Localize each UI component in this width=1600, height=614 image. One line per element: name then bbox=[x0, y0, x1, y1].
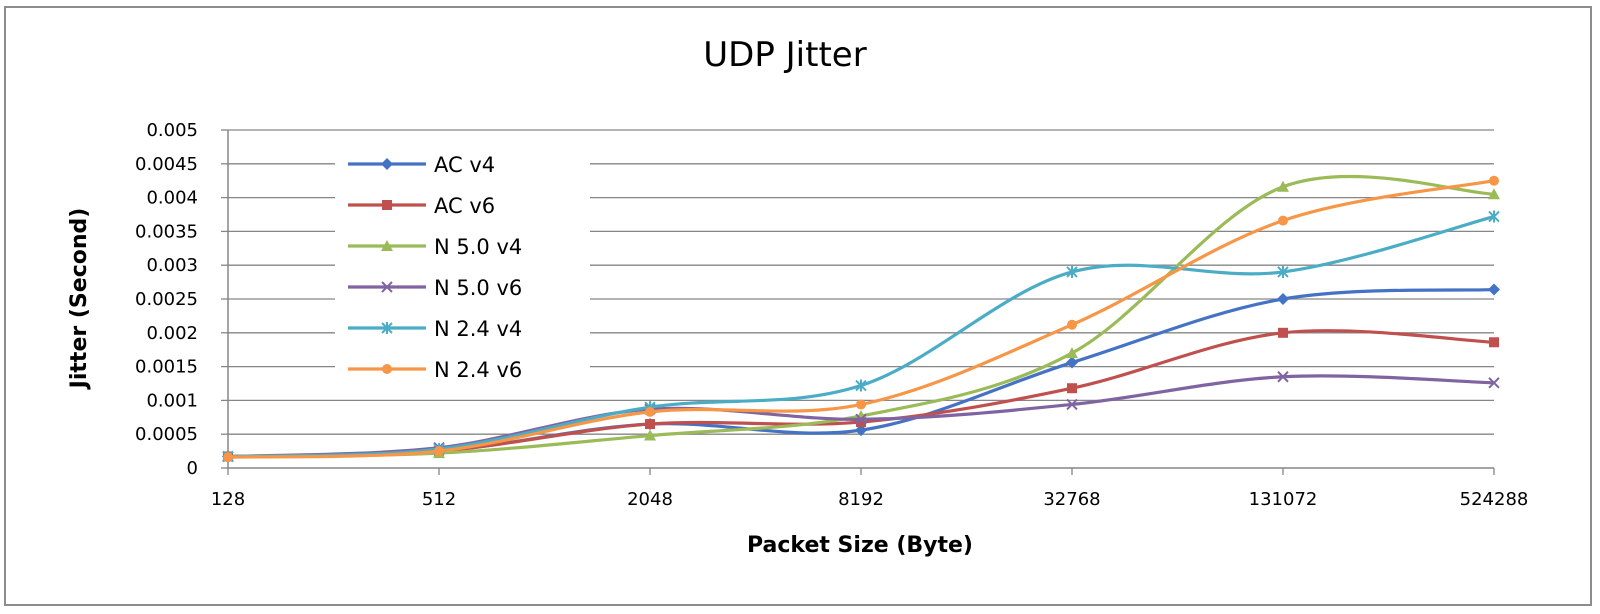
data-point bbox=[382, 200, 392, 210]
x-tick-label: 32768 bbox=[1043, 489, 1100, 510]
data-point bbox=[1067, 319, 1077, 330]
x-axis-title: Packet Size (Byte) bbox=[747, 533, 973, 558]
x-tick-label: 131072 bbox=[1249, 489, 1318, 510]
data-point bbox=[855, 379, 867, 392]
y-tick-label: 0.0025 bbox=[135, 289, 198, 310]
data-point bbox=[1489, 337, 1499, 348]
data-point bbox=[856, 417, 866, 428]
chart-title: UDP Jitter bbox=[703, 35, 866, 75]
x-tick-label: 2048 bbox=[627, 489, 673, 510]
y-tick-label: 0.003 bbox=[146, 255, 198, 276]
y-tick-label: 0.0015 bbox=[135, 357, 198, 378]
data-point bbox=[645, 419, 655, 430]
y-tick-labels: 0 0.0005 0.001 0.0015 0.002 0.0025 0.003 0.0035… bbox=[135, 120, 198, 479]
data-point bbox=[381, 322, 393, 334]
data-point bbox=[855, 413, 867, 426]
y-tick-label: 0.004 bbox=[146, 188, 198, 209]
chart-area-border bbox=[4, 6, 1592, 606]
legend-box bbox=[335, 143, 590, 383]
y-tick-label: 0.002 bbox=[146, 323, 198, 344]
data-point bbox=[855, 424, 867, 437]
data-point bbox=[381, 158, 393, 170]
data-point bbox=[1067, 383, 1077, 394]
data-point bbox=[382, 364, 392, 374]
data-point bbox=[1277, 293, 1289, 305]
axes bbox=[221, 129, 1495, 475]
legend: AC v4 AC v6 N 5.0 v4 N 5.0 v6 N 2.4 v4 N 2.4 … bbox=[335, 143, 590, 383]
data-point bbox=[645, 406, 655, 417]
y-tick-label: 0.0035 bbox=[135, 221, 198, 242]
data-point bbox=[1488, 283, 1500, 296]
data-point bbox=[1488, 377, 1500, 389]
data-point bbox=[1277, 265, 1289, 278]
x-tick-labels: 128 512 2048 8192 32768 131072 524288 bbox=[211, 489, 1529, 510]
x-tick-label: 524288 bbox=[1460, 489, 1529, 510]
legend-label: N 5.0 v6 bbox=[434, 276, 522, 300]
x-tick-label: 8192 bbox=[838, 489, 884, 510]
legend-label: N 5.0 v4 bbox=[434, 235, 522, 259]
data-point bbox=[1277, 180, 1289, 192]
data-point bbox=[1278, 327, 1288, 338]
x-tick-label: 128 bbox=[211, 489, 245, 510]
data-point bbox=[381, 281, 393, 293]
data-point bbox=[1066, 265, 1078, 278]
y-tick-label: 0.0005 bbox=[135, 424, 198, 445]
data-point bbox=[1489, 175, 1499, 186]
data-point bbox=[856, 399, 866, 410]
data-point bbox=[223, 452, 233, 463]
y-tick-label: 0 bbox=[187, 458, 198, 479]
data-point bbox=[1277, 371, 1289, 383]
y-tick-label: 0.001 bbox=[146, 390, 198, 411]
data-point bbox=[1488, 188, 1500, 200]
data-point bbox=[1066, 347, 1078, 359]
data-point bbox=[644, 429, 656, 441]
y-axis-title: Jitter (Second) bbox=[67, 208, 92, 391]
y-tick-label: 0.005 bbox=[146, 120, 198, 141]
data-point bbox=[434, 446, 444, 457]
data-point bbox=[1066, 398, 1078, 411]
x-tick-label: 512 bbox=[422, 489, 456, 510]
legend-label: N 2.4 v4 bbox=[434, 317, 522, 341]
data-point bbox=[1066, 356, 1078, 369]
series-lines bbox=[222, 174, 1500, 463]
y-tick-label: 0.0045 bbox=[135, 154, 198, 175]
series-5 bbox=[223, 175, 1499, 463]
data-point bbox=[1278, 215, 1288, 226]
legend-label: N 2.4 v6 bbox=[434, 358, 522, 382]
data-point bbox=[1488, 210, 1500, 223]
legend-label: AC v4 bbox=[434, 153, 495, 177]
legend-label: AC v6 bbox=[434, 194, 495, 218]
data-point bbox=[381, 240, 393, 251]
